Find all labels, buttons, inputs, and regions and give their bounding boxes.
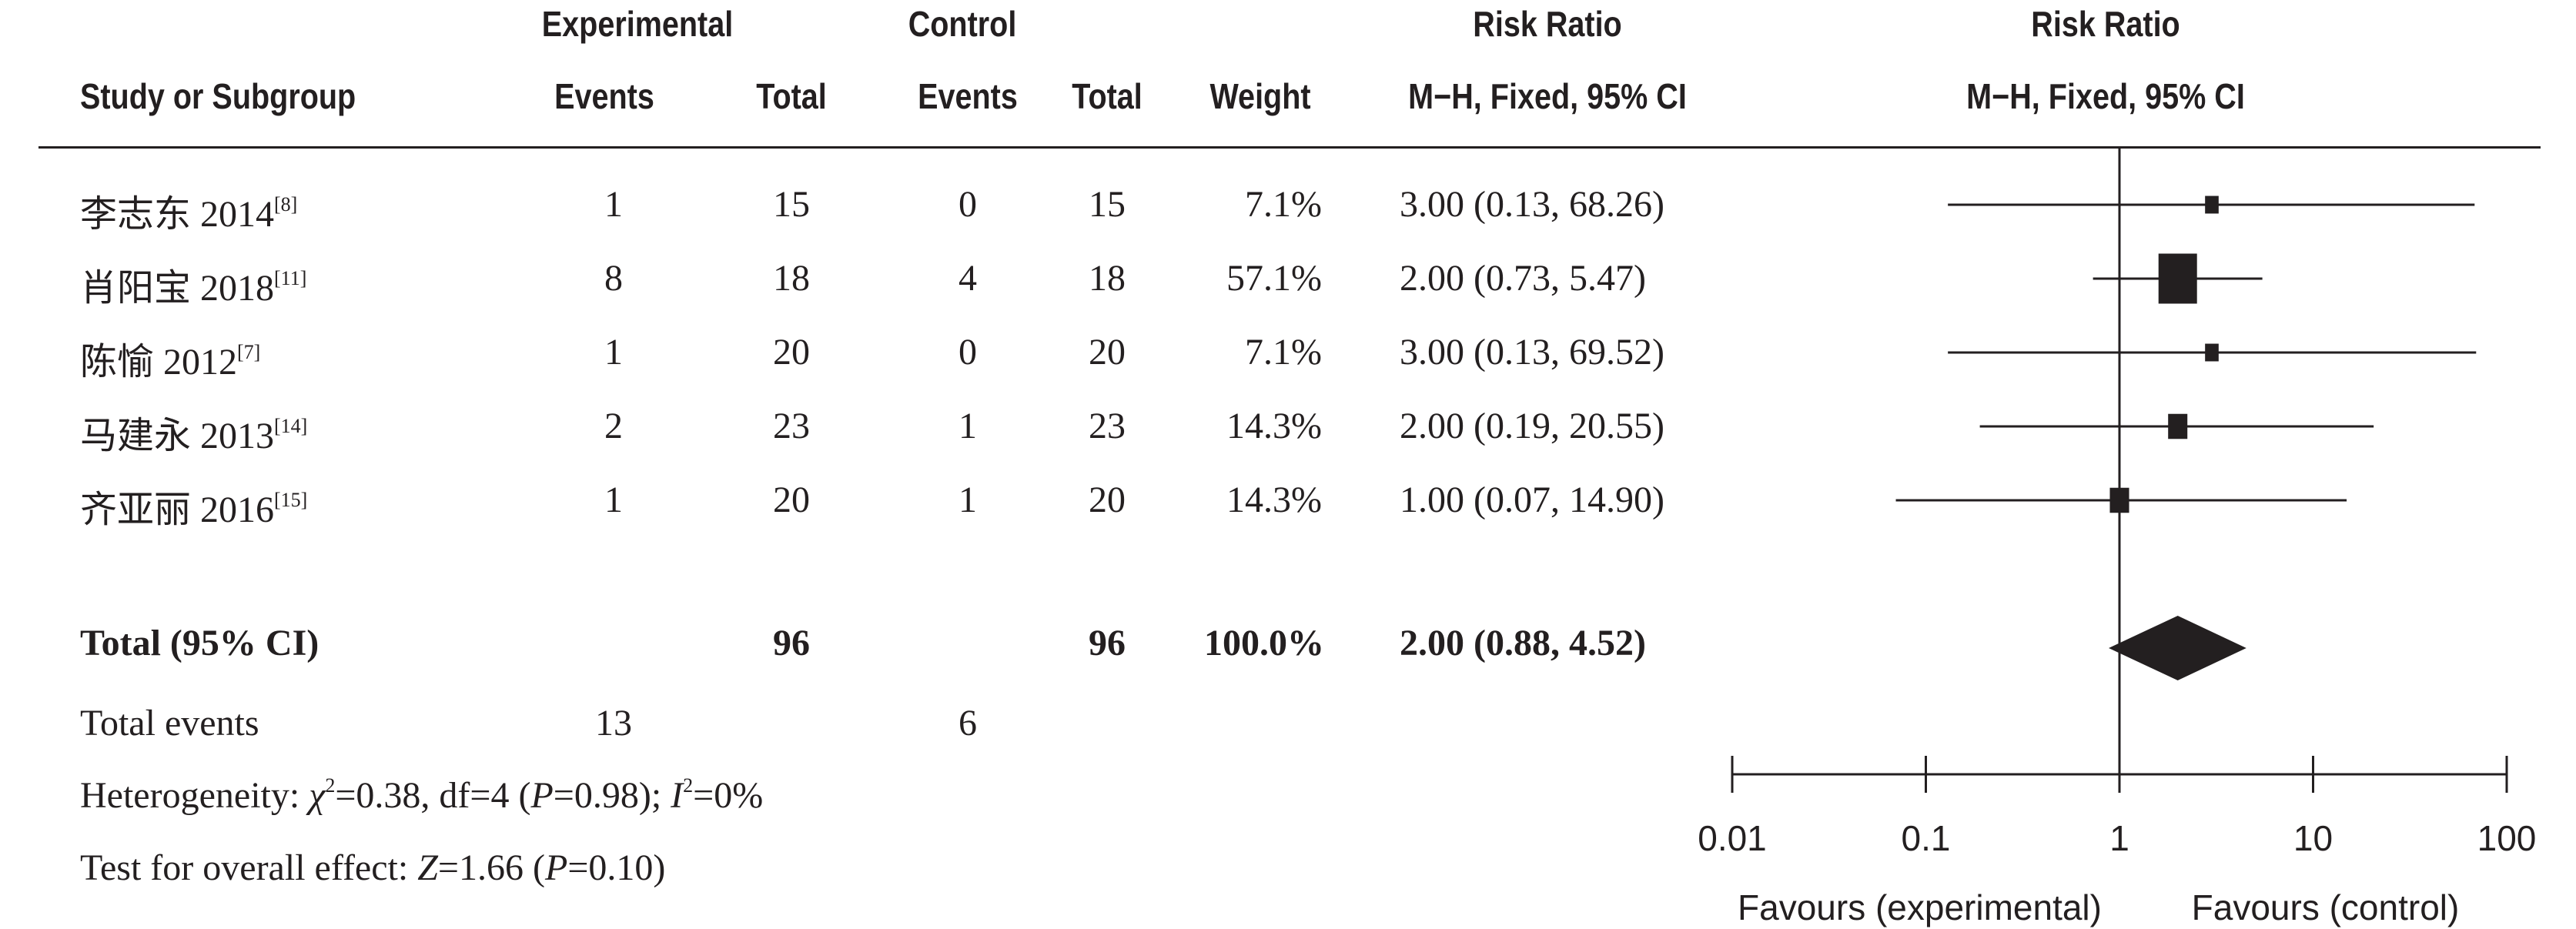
ctrl-events: 4 [958, 258, 977, 299]
x-axis-tick-label: 0.01 [1698, 818, 1767, 858]
total-ctrl-total: 96 [1089, 623, 1126, 663]
study-effect-marker [2158, 253, 2197, 304]
ctrl-events: 1 [958, 406, 977, 446]
study-effect-marker [2205, 195, 2219, 214]
total-exp-total: 96 [773, 623, 810, 663]
ctrl-total: 18 [1089, 258, 1126, 299]
pooled-effect-diamond [2109, 616, 2246, 680]
total-events-exp: 13 [595, 703, 632, 744]
overall-effect-text: Test for overall effect: Z=1.66 (P=0.10) [80, 847, 666, 888]
rr-ci: 3.00 (0.13, 68.26) [1400, 184, 1664, 225]
weight: 14.3% [1226, 480, 1322, 520]
weight: 7.1% [1245, 332, 1322, 373]
x-axis-tick-label: 100 [2477, 818, 2537, 858]
study-effect-marker [2205, 343, 2219, 362]
exp-total: 23 [773, 406, 810, 446]
ctrl-total: 15 [1089, 184, 1126, 225]
total-label: Total (95% CI) [80, 623, 319, 663]
exp-total: 20 [773, 480, 810, 520]
exp-total: 15 [773, 184, 810, 225]
weight: 14.3% [1226, 406, 1322, 446]
x-axis-tick-label: 0.1 [1902, 818, 1951, 858]
header-weight: Weight [1209, 76, 1311, 116]
header-rr-method: M−H, Fixed, 95% CI [1408, 76, 1687, 116]
exp-total: 18 [773, 258, 810, 299]
exp-events: 1 [604, 480, 623, 520]
header-risk-ratio: Risk Ratio [1473, 4, 1622, 44]
header-experimental: Experimental [541, 4, 734, 44]
study-name: 肖阳宝 2018[11] [80, 267, 307, 309]
rr-ci: 2.00 (0.73, 5.47) [1400, 258, 1646, 299]
weight: 57.1% [1226, 258, 1322, 299]
header-control: Control [908, 4, 1017, 44]
study-name: 陈愉 2012[7] [80, 341, 261, 383]
x-axis-tick-label: 1 [2109, 818, 2129, 858]
favours-experimental-label: Favours (experimental) [1738, 887, 2102, 927]
exp-total: 20 [773, 332, 810, 373]
rr-ci: 1.00 (0.07, 14.90) [1400, 480, 1664, 520]
weight: 7.1% [1245, 184, 1322, 225]
total-events-ctrl: 6 [958, 703, 977, 744]
exp-events: 1 [604, 184, 623, 225]
exp-events: 2 [604, 406, 623, 446]
heterogeneity-text: Heterogeneity: χ2=0.38, df=4 (P=0.98); I… [80, 774, 764, 816]
ctrl-total: 23 [1089, 406, 1126, 446]
study-name: 李志东 2014[8] [80, 193, 298, 235]
header-rule [38, 146, 2541, 149]
ctrl-total: 20 [1089, 480, 1126, 520]
header-ctrl-total: Total [1072, 76, 1142, 116]
rr-ci: 2.00 (0.19, 20.55) [1400, 406, 1664, 446]
header-risk-ratio-plot: Risk Ratio [2031, 4, 2180, 44]
ctrl-total: 20 [1089, 332, 1126, 373]
favours-control-label: Favours (control) [2192, 887, 2460, 927]
ctrl-events: 0 [958, 184, 977, 225]
x-axis-tick-label: 10 [2293, 818, 2333, 858]
study-effect-marker [2109, 487, 2129, 513]
header-exp-events: Events [554, 76, 654, 116]
rr-ci: 3.00 (0.13, 69.52) [1400, 332, 1664, 373]
exp-events: 8 [604, 258, 623, 299]
study-name: 齐亚丽 2016[15] [80, 489, 308, 530]
total-rr-ci: 2.00 (0.88, 4.52) [1400, 623, 1646, 663]
ctrl-events: 0 [958, 332, 977, 373]
header-rr-plot-method: M−H, Fixed, 95% CI [1966, 76, 2245, 116]
header-study: Study or Subgroup [80, 76, 356, 116]
header-exp-total: Total [756, 76, 827, 116]
exp-events: 1 [604, 332, 623, 373]
total-events-label: Total events [80, 703, 259, 744]
total-weight: 100.0% [1204, 623, 1324, 663]
study-name: 马建永 2013[14] [80, 415, 308, 456]
header-ctrl-events: Events [918, 76, 1018, 116]
ctrl-events: 1 [958, 480, 977, 520]
study-effect-marker [2168, 413, 2188, 439]
